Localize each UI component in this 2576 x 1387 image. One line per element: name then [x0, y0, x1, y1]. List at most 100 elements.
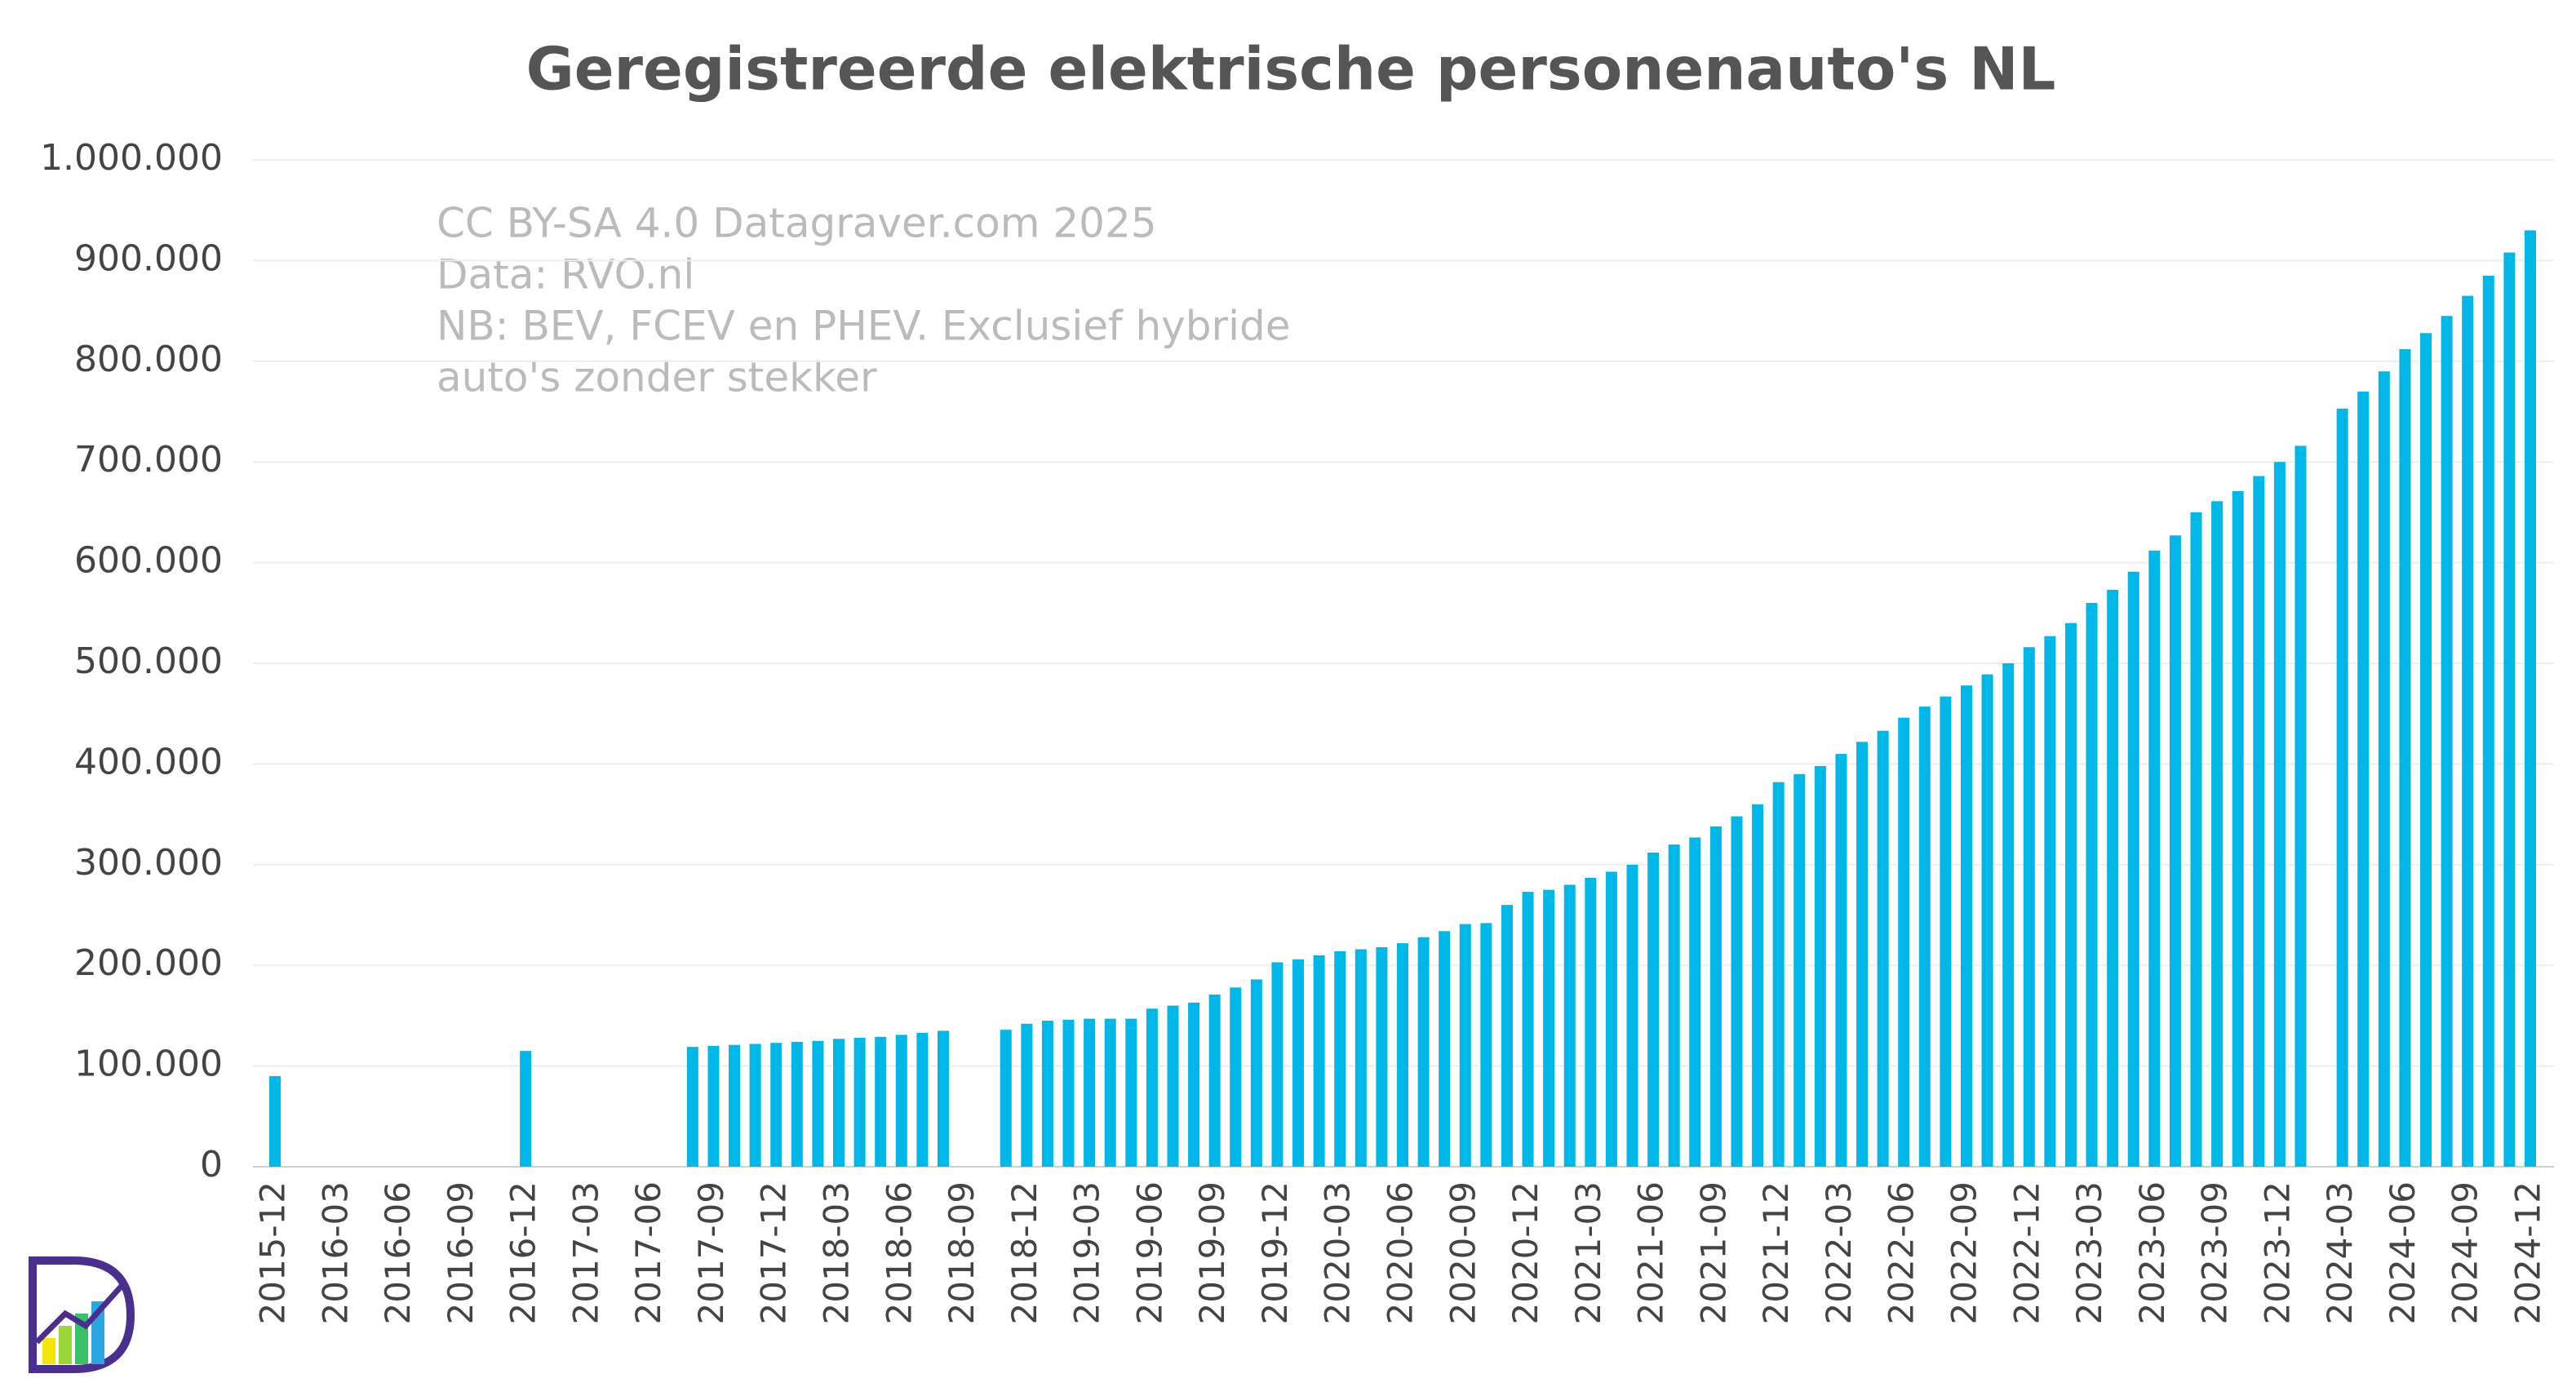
y-tick-label: 700.000: [74, 439, 223, 481]
y-tick-label: 900.000: [74, 237, 223, 279]
x-tick-label: 2019-12: [1255, 1181, 1295, 1325]
logo: [29, 1256, 135, 1373]
bar: [1271, 962, 1284, 1167]
bar: [1439, 931, 1451, 1167]
bar: [1355, 949, 1367, 1167]
bar: [707, 1045, 720, 1167]
bar: [1084, 1018, 1096, 1167]
x-tick-label: 2018-03: [817, 1181, 857, 1325]
x-tick-label: 2020-12: [1505, 1181, 1545, 1325]
bar: [1752, 804, 1764, 1167]
bar: [1208, 994, 1221, 1167]
bar: [2462, 295, 2474, 1168]
bar: [269, 1075, 281, 1167]
bar: [1417, 937, 1430, 1167]
bar: [2420, 333, 2432, 1167]
x-tick-label: 2021-03: [1568, 1181, 1608, 1325]
x-tick-label: 2023-03: [2069, 1181, 2109, 1325]
bar: [853, 1038, 866, 1167]
x-tick-label: 2018-06: [879, 1181, 919, 1325]
x-tick-label: 2017-09: [691, 1181, 731, 1325]
y-tick-label: 500.000: [74, 640, 223, 682]
bar: [1021, 1023, 1033, 1167]
bar: [1709, 826, 1722, 1167]
y-tick-label: 800.000: [74, 339, 223, 380]
x-tick-label: 2022-03: [1819, 1181, 1859, 1325]
x-tick-label: 2018-12: [1004, 1181, 1044, 1325]
x-tick-label: 2017-03: [565, 1181, 605, 1325]
bar: [1689, 837, 1701, 1167]
bar: [1605, 871, 1617, 1167]
bar: [1062, 1019, 1075, 1167]
bar: [1940, 696, 1952, 1167]
x-tick-label: 2019-06: [1129, 1181, 1169, 1325]
bar: [1376, 946, 1388, 1167]
bar: [1522, 892, 1534, 1167]
x-tick-label: 2019-09: [1192, 1181, 1232, 1325]
bar: [520, 1051, 532, 1167]
bar: [1877, 730, 1889, 1167]
x-tick-label: 2023-06: [2132, 1181, 2172, 1325]
x-tick-label: 2021-06: [1631, 1181, 1671, 1325]
bar: [729, 1044, 741, 1167]
bar: [1668, 844, 1680, 1167]
annotation: Data: RVO.nl: [437, 251, 694, 299]
bar: [1835, 754, 1847, 1167]
bar: [1000, 1030, 1012, 1167]
x-tick-label: 2022-12: [2006, 1181, 2046, 1325]
x-tick-label: 2015-12: [253, 1181, 293, 1325]
bar: [2294, 445, 2307, 1167]
bar: [2273, 462, 2286, 1167]
y-tick-label: 300.000: [74, 842, 223, 884]
bar: [770, 1043, 783, 1167]
bar: [2086, 602, 2098, 1167]
bar: [2482, 275, 2494, 1167]
bar: [1543, 889, 1555, 1167]
y-tick-label: 0: [200, 1144, 223, 1185]
bar: [1918, 707, 1931, 1167]
y-tick-label: 1.000.000: [40, 137, 223, 179]
annotation: NB: BEV, FCEV en PHEV. Exclusief hybride: [437, 303, 1290, 350]
bar: [2357, 391, 2370, 1167]
bar: [2441, 316, 2453, 1167]
bar: [2190, 512, 2202, 1167]
x-tick-label: 2024-06: [2383, 1181, 2423, 1325]
x-tick-label: 2016-03: [315, 1181, 355, 1325]
bar: [1459, 924, 1471, 1167]
bar: [2253, 476, 2265, 1167]
y-tick-label: 200.000: [74, 942, 223, 984]
bar: [2399, 348, 2411, 1167]
bar: [2023, 647, 2035, 1167]
bar: [1856, 742, 1869, 1167]
x-tick-label: 2020-06: [1381, 1181, 1421, 1325]
bar: [875, 1036, 887, 1167]
bar: [1250, 979, 1262, 1167]
x-tick-label: 2016-09: [441, 1181, 481, 1325]
bar: [2107, 589, 2119, 1167]
bar: [2169, 535, 2181, 1167]
x-tick-label: 2022-06: [1882, 1181, 1922, 1325]
bar: [1188, 1002, 1200, 1167]
bar: [1041, 1021, 1053, 1167]
x-tick-label: 2022-09: [1944, 1181, 1984, 1325]
bar: [1626, 864, 1638, 1167]
x-tick-label: 2017-06: [628, 1181, 668, 1325]
bar: [749, 1044, 761, 1167]
bar: [1814, 765, 1826, 1167]
x-tick-label: 2020-09: [1443, 1181, 1483, 1325]
bar: [1313, 955, 1325, 1167]
bar: [791, 1041, 803, 1167]
bar: [2002, 663, 2015, 1167]
x-tick-label: 2023-09: [2195, 1181, 2235, 1325]
bar: [812, 1040, 824, 1167]
x-tick-label: 2024-09: [2445, 1181, 2485, 1325]
y-tick-label: 600.000: [74, 540, 223, 582]
bar: [1961, 685, 1972, 1167]
bar: [2336, 408, 2348, 1168]
x-tick-label: 2018-09: [942, 1181, 982, 1325]
bar: [1125, 1018, 1137, 1167]
x-tick-label: 2017-12: [754, 1181, 794, 1325]
bar: [1230, 987, 1242, 1167]
bar: [2378, 371, 2390, 1167]
